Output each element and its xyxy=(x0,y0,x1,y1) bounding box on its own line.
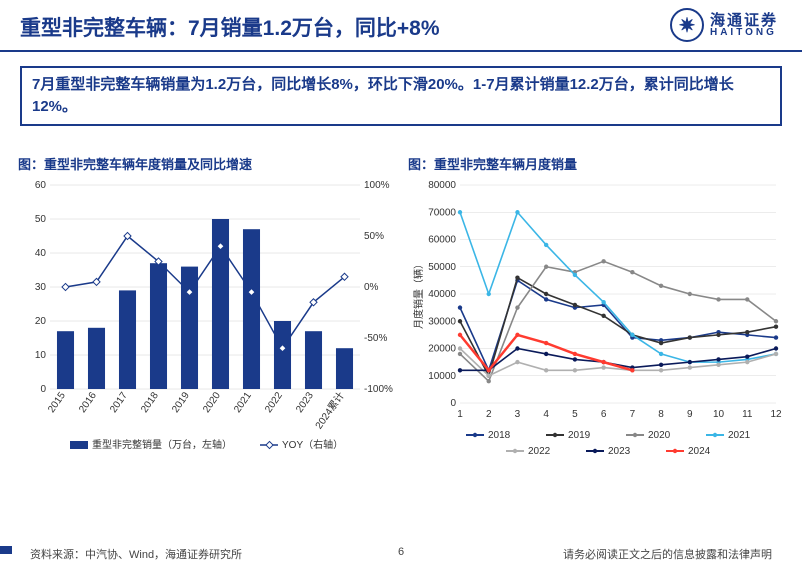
svg-text:100%: 100% xyxy=(364,181,390,191)
svg-text:60: 60 xyxy=(35,181,47,191)
svg-text:20000: 20000 xyxy=(428,344,456,355)
svg-text:10: 10 xyxy=(713,409,725,420)
svg-text:0%: 0% xyxy=(364,282,379,293)
svg-text:2019: 2019 xyxy=(170,390,192,415)
svg-text:2021: 2021 xyxy=(232,390,254,415)
bar-line-chart-svg: 0 10 20 30 40 50 60 -100% -50% 0% 50% 100% 2015 2016 2… xyxy=(18,181,398,461)
svg-text:2023: 2023 xyxy=(608,446,631,457)
summary-box: 7月重型非完整车辆销量为1.2万台，同比增长8%，环比下滑20%。1-7月累计销… xyxy=(20,66,782,126)
svg-text:2: 2 xyxy=(486,409,492,420)
svg-text:8: 8 xyxy=(658,409,664,420)
annual-sales-chart: 图：重型非完整车辆年度销量及同比增速 0 10 20 30 40 50 60 -100% -50… xyxy=(18,154,398,461)
monthly-sales-chart: 图：重型非完整车辆月度销量 0 10000 20000 30000 40000 50000… xyxy=(408,154,784,461)
svg-text:2020: 2020 xyxy=(648,430,671,441)
svg-text:月度销量（辆）: 月度销量（辆） xyxy=(412,259,425,329)
svg-text:60000: 60000 xyxy=(428,235,456,246)
svg-text:2024: 2024 xyxy=(688,446,711,457)
svg-text:2022: 2022 xyxy=(528,446,551,457)
svg-text:YOY（右轴）: YOY（右轴） xyxy=(282,438,343,451)
footer-source: 资料来源：中汽协、Wind，海通证券研究所 xyxy=(30,546,242,562)
svg-text:1: 1 xyxy=(457,409,463,420)
svg-text:0: 0 xyxy=(450,398,456,409)
logo-text-cn: 海通证券 xyxy=(710,13,778,28)
svg-text:2017: 2017 xyxy=(108,390,130,415)
svg-text:7: 7 xyxy=(630,409,636,420)
footer-disclaimer: 请务必阅读正文之后的信息披露和法律声明 xyxy=(563,546,772,562)
svg-text:10: 10 xyxy=(35,350,47,361)
svg-text:2018: 2018 xyxy=(139,390,161,415)
header: 重型非完整车辆：7月销量1.2万台，同比+8% ✷ 海通证券 HAITONG xyxy=(0,0,802,52)
svg-text:4: 4 xyxy=(543,409,549,420)
svg-text:2024累计: 2024累计 xyxy=(312,389,347,431)
svg-text:2023: 2023 xyxy=(294,390,316,415)
haitong-logo-icon: ✷ xyxy=(670,8,704,42)
svg-text:2018: 2018 xyxy=(488,430,511,441)
logo-text-en: HAITONG xyxy=(710,28,778,38)
svg-text:0: 0 xyxy=(40,384,46,395)
svg-text:12: 12 xyxy=(770,409,782,420)
logo: ✷ 海通证券 HAITONG xyxy=(670,8,778,42)
svg-text:2015: 2015 xyxy=(46,390,68,415)
svg-text:30000: 30000 xyxy=(428,316,456,327)
svg-text:11: 11 xyxy=(742,409,753,420)
svg-text:30: 30 xyxy=(35,282,47,293)
svg-text:5: 5 xyxy=(572,409,578,420)
svg-text:50000: 50000 xyxy=(428,262,456,273)
svg-text:50%: 50% xyxy=(364,231,384,242)
svg-text:50: 50 xyxy=(35,214,47,225)
svg-text:70000: 70000 xyxy=(428,207,456,218)
svg-text:40: 40 xyxy=(35,248,47,259)
right-chart-title: 图：重型非完整车辆月度销量 xyxy=(408,154,784,173)
svg-text:40000: 40000 xyxy=(428,289,456,300)
svg-text:2020: 2020 xyxy=(201,390,223,415)
page-title: 重型非完整车辆：7月销量1.2万台，同比+8% xyxy=(20,10,782,48)
charts-row: 图：重型非完整车辆年度销量及同比增速 0102030405060-100%-50… xyxy=(0,126,802,461)
multi-line-chart-svg: 0 10000 20000 30000 40000 50000 60000 70000 8000… xyxy=(408,181,784,461)
svg-text:2016: 2016 xyxy=(77,390,99,415)
svg-text:2022: 2022 xyxy=(263,390,285,415)
svg-text:80000: 80000 xyxy=(428,181,456,191)
svg-text:6: 6 xyxy=(601,409,607,420)
svg-text:重型非完整销量（万台，左轴）: 重型非完整销量（万台，左轴） xyxy=(92,438,232,451)
svg-text:-100%: -100% xyxy=(364,384,393,395)
svg-text:10000: 10000 xyxy=(428,371,456,382)
svg-text:2019: 2019 xyxy=(568,430,591,441)
svg-text:9: 9 xyxy=(687,409,693,420)
footer-page-number: 6 xyxy=(398,546,404,558)
svg-text:3: 3 xyxy=(515,409,521,420)
svg-text:20: 20 xyxy=(35,316,47,327)
edge-strip xyxy=(0,546,12,554)
svg-text:-50%: -50% xyxy=(364,333,387,344)
svg-text:2021: 2021 xyxy=(728,430,751,441)
left-chart-title: 图：重型非完整车辆年度销量及同比增速 xyxy=(18,154,398,173)
